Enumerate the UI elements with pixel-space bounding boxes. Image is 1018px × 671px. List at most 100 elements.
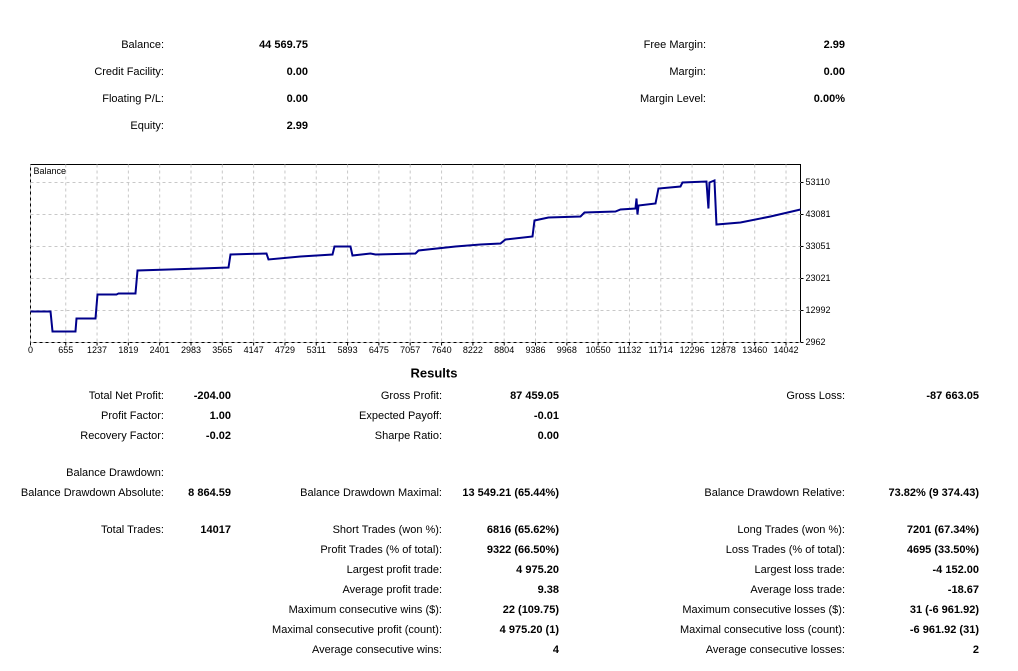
result-value: 6816 (65.62%): [487, 524, 559, 536]
result-label: Balance Drawdown Absolute:: [21, 487, 164, 499]
x-tick-label: 6475: [369, 345, 389, 355]
result-label: Gross Loss:: [786, 390, 845, 402]
x-tick-label: 5893: [338, 345, 358, 355]
result-label: Gross Profit:: [381, 390, 442, 402]
result-value: 73.82% (9 374.43): [888, 487, 979, 499]
result-label: Largest profit trade:: [347, 564, 442, 576]
x-tick-label: 5311: [307, 345, 326, 355]
result-value: 0.00: [538, 430, 559, 442]
balance-line: [30, 179, 801, 333]
result-label: Maximal consecutive profit (count):: [272, 624, 442, 636]
result-value: 2: [973, 644, 979, 656]
result-value: -87 663.05: [926, 390, 979, 402]
result-value: -4 152.00: [933, 564, 979, 576]
x-tick-label: 8804: [494, 345, 514, 355]
result-label: Total Trades:: [101, 524, 164, 536]
result-value: -6 961.92 (31): [910, 624, 979, 636]
result-label: Balance Drawdown Relative:: [704, 487, 845, 499]
result-label: Long Trades (won %):: [737, 524, 845, 536]
result-value: 4 975.20 (1): [500, 624, 560, 636]
summary-label: Free Margin:: [644, 39, 706, 51]
result-value: 9.38: [538, 584, 559, 596]
x-tick-label: 12878: [711, 345, 736, 355]
summary-label: Margin Level:: [640, 93, 706, 105]
x-tick-label: 9386: [525, 345, 545, 355]
summary-value: 0.00: [287, 66, 308, 78]
result-label: Balance Drawdown:: [66, 467, 164, 479]
result-value: -18.67: [948, 584, 979, 596]
result-label: Loss Trades (% of total):: [726, 544, 845, 556]
result-label: Maximum consecutive losses ($):: [682, 604, 845, 616]
summary-value: 44 569.75: [259, 39, 308, 51]
x-tick-label: 11714: [649, 345, 673, 355]
x-tick-label: 13460: [742, 345, 767, 355]
x-tick-label: 3565: [212, 345, 232, 355]
result-label: Expected Payoff:: [359, 410, 442, 422]
y-tick-label: 12992: [806, 305, 831, 315]
results-title: Results: [411, 365, 458, 380]
result-value: 4: [553, 644, 560, 656]
x-tick-label: 0: [28, 345, 33, 355]
x-tick-label: 9968: [557, 345, 577, 355]
x-tick-label: 7640: [432, 345, 452, 355]
result-value: 87 459.05: [510, 390, 559, 402]
summary-value: 0.00: [824, 66, 845, 78]
result-label: Total Net Profit:: [89, 390, 164, 402]
y-tick-label: 2962: [806, 337, 826, 347]
summary-value: 2.99: [287, 120, 308, 132]
x-tick-label: 1237: [87, 345, 107, 355]
result-value: -0.02: [206, 430, 231, 442]
x-tick-label: 10550: [586, 345, 611, 355]
x-tick-label: 11132: [618, 345, 642, 355]
x-tick-label: 4147: [244, 345, 264, 355]
result-value: 14017: [200, 524, 231, 536]
y-tick-label: 23021: [806, 273, 831, 283]
result-value: 4 975.20: [516, 564, 559, 576]
y-tick-label: 43081: [806, 209, 831, 219]
x-tick-label: 12296: [680, 345, 705, 355]
result-value: 9322 (66.50%): [487, 544, 559, 556]
result-value: 4695 (33.50%): [907, 544, 979, 556]
result-label: Maximal consecutive loss (count):: [680, 624, 845, 636]
result-value: -0.01: [534, 410, 559, 422]
result-label: Maximum consecutive wins ($):: [289, 604, 442, 616]
summary-value: 0.00%: [814, 93, 845, 105]
result-value: 13 549.21 (65.44%): [462, 487, 559, 499]
summary-label: Floating P/L:: [102, 93, 164, 105]
result-label: Profit Factor:: [101, 410, 164, 422]
summary-label: Equity:: [130, 120, 164, 132]
result-label: Largest loss trade:: [755, 564, 846, 576]
x-tick-label: 14042: [774, 345, 799, 355]
result-label: Average consecutive losses:: [706, 644, 845, 656]
result-label: Average profit trade:: [343, 584, 442, 596]
result-value: 7201 (67.34%): [907, 524, 979, 536]
result-value: 1.00: [210, 410, 231, 422]
summary-value: 0.00: [287, 93, 308, 105]
result-value: 8 864.59: [188, 487, 231, 499]
x-tick-label: 2401: [150, 345, 170, 355]
x-tick-label: 655: [58, 345, 73, 355]
y-tick-label: 53110: [806, 177, 830, 187]
result-label: Sharpe Ratio:: [375, 430, 442, 442]
result-value: 22 (109.75): [503, 604, 560, 616]
result-label: Short Trades (won %):: [333, 524, 442, 536]
result-label: Average loss trade:: [750, 584, 845, 596]
summary-label: Margin:: [669, 66, 706, 78]
result-value: -204.00: [194, 390, 231, 402]
x-tick-label: 7057: [400, 345, 420, 355]
result-label: Average consecutive wins:: [312, 644, 442, 656]
result-label: Recovery Factor:: [80, 430, 164, 442]
result-value: 31 (-6 961.92): [910, 604, 979, 616]
result-label: Balance Drawdown Maximal:: [300, 487, 442, 499]
y-tick-label: 33051: [806, 241, 831, 251]
result-label: Profit Trades (% of total):: [320, 544, 442, 556]
summary-label: Balance:: [121, 39, 164, 51]
x-tick-label: 2983: [181, 345, 201, 355]
summary-value: 2.99: [824, 39, 845, 51]
x-tick-label: 4729: [275, 345, 295, 355]
summary-label: Credit Facility:: [94, 66, 164, 78]
x-tick-label: 1819: [118, 345, 138, 355]
chart-title: Balance: [34, 166, 67, 176]
